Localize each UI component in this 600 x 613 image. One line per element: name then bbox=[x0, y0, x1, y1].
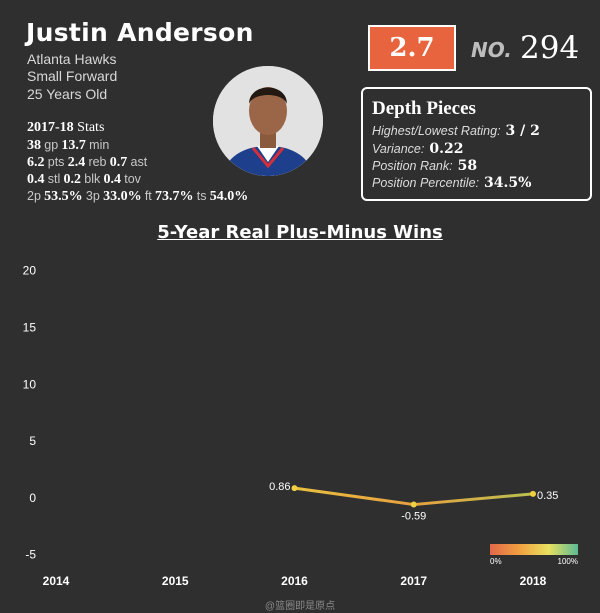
player-age: 25 Years Old bbox=[27, 86, 108, 102]
depth-row-value: 34.5% bbox=[484, 175, 532, 191]
stat-fg2-value: 53.5% bbox=[44, 189, 83, 204]
stat-fg3-label: 3p bbox=[85, 189, 100, 203]
y-tick-label: 15 bbox=[23, 321, 37, 335]
legend-min-label: 0% bbox=[490, 557, 502, 566]
stat-ast-label: ast bbox=[130, 155, 148, 169]
stat-stl-label: stl bbox=[47, 172, 61, 186]
stat-stl-value: 0.4 bbox=[27, 172, 45, 187]
stat-reb-value: 2.4 bbox=[67, 155, 86, 170]
stat-pts-label: pts bbox=[47, 155, 65, 169]
x-tick-label: 2017 bbox=[400, 574, 427, 588]
rating-badge: 2.7 bbox=[368, 25, 456, 71]
data-point bbox=[530, 490, 536, 497]
rank-label: NO. bbox=[471, 38, 512, 62]
player-headshot-graphic bbox=[213, 66, 323, 176]
x-tick-label: 2016 bbox=[281, 574, 308, 588]
stat-ft-label: ft bbox=[144, 189, 152, 203]
y-tick-label: 20 bbox=[23, 264, 37, 278]
stat-blk-value: 0.2 bbox=[63, 172, 82, 187]
stats-heading: 2017-18 Stats bbox=[27, 120, 104, 136]
stat-tov-value: 0.4 bbox=[103, 172, 121, 187]
stat-tov-label: tov bbox=[124, 172, 141, 186]
y-tick-label: 10 bbox=[23, 377, 37, 391]
watermark-text: @篮圈即是原点 bbox=[264, 601, 336, 612]
stat-reb-label: reb bbox=[88, 155, 107, 169]
data-point bbox=[410, 501, 417, 508]
stat-gp-value: 38 bbox=[27, 138, 41, 153]
y-tick-label: 0 bbox=[29, 491, 36, 505]
stat-row-games: 38 gp 13.7 min bbox=[27, 137, 109, 154]
depth-row-label: Position Rank: bbox=[372, 159, 453, 173]
stat-min-label: min bbox=[89, 138, 110, 152]
depth-row-label: Highest/Lowest Rating: bbox=[372, 124, 501, 138]
stat-row-scoring: 6.2 pts 2.4 reb 0.7 ast bbox=[27, 154, 147, 171]
x-tick-label: 2014 bbox=[43, 574, 70, 588]
depth-row-percentile: Position Percentile: 34.5% bbox=[372, 175, 531, 191]
stat-ts-value: 54.0% bbox=[209, 189, 249, 204]
data-label: 0.86 bbox=[269, 481, 290, 493]
stat-row-defense: 0.4 stl 0.2 blk 0.4 tov bbox=[27, 171, 141, 188]
player-headshot bbox=[213, 66, 323, 176]
x-tick-label: 2015 bbox=[162, 574, 189, 588]
data-label: 0.35 bbox=[537, 490, 558, 502]
stat-fg2-label: 2p bbox=[27, 189, 41, 203]
depth-row-position-rank: Position Rank: 58 bbox=[372, 158, 477, 174]
depth-row-value: 0.22 bbox=[429, 141, 464, 157]
stats-heading-suffix: Stats bbox=[77, 120, 105, 135]
depth-row-variance: Variance: 0.22 bbox=[372, 141, 463, 157]
player-name: Justin Anderson bbox=[26, 18, 254, 47]
stat-ft-value: 73.7% bbox=[155, 189, 194, 204]
data-point bbox=[291, 485, 298, 492]
y-tick-label: -5 bbox=[25, 548, 36, 562]
chart-title: 5-Year Real Plus-Minus Wins bbox=[157, 222, 443, 243]
x-tick-label: 2018 bbox=[520, 574, 547, 588]
depth-title: Depth Pieces bbox=[372, 98, 476, 119]
depth-row-label: Variance: bbox=[372, 142, 425, 156]
player-position: Small Forward bbox=[27, 68, 118, 84]
stat-ast-value: 0.7 bbox=[109, 155, 128, 170]
stat-row-shooting: 2p 53.5% 3p 33.0% ft 73.7% ts 54.0% bbox=[27, 188, 248, 205]
rank-value: 294 bbox=[520, 30, 580, 66]
stat-gp-label: gp bbox=[44, 138, 59, 152]
stat-ts-label: ts bbox=[196, 189, 207, 203]
stat-min-value: 13.7 bbox=[61, 138, 86, 153]
stat-fg3-value: 33.0% bbox=[103, 189, 142, 204]
depth-row-value: 58 bbox=[457, 158, 478, 174]
depth-row-label: Position Percentile: bbox=[372, 176, 480, 190]
legend-max-label: 100% bbox=[558, 557, 578, 566]
stat-blk-label: blk bbox=[84, 172, 101, 186]
data-label: -0.59 bbox=[401, 511, 426, 523]
stats-season: 2017-18 bbox=[27, 120, 74, 135]
stat-pts-value: 6.2 bbox=[27, 155, 45, 170]
team-name: Atlanta Hawks bbox=[27, 51, 117, 67]
y-tick-label: 5 bbox=[29, 434, 36, 448]
depth-row-value: 3 / 2 bbox=[505, 123, 540, 139]
legend-gradient-bar bbox=[490, 544, 578, 555]
depth-panel: Depth Pieces Highest/Lowest Rating: 3 / 2… bbox=[361, 87, 592, 201]
depth-row-rating: Highest/Lowest Rating: 3 / 2 bbox=[372, 123, 540, 139]
